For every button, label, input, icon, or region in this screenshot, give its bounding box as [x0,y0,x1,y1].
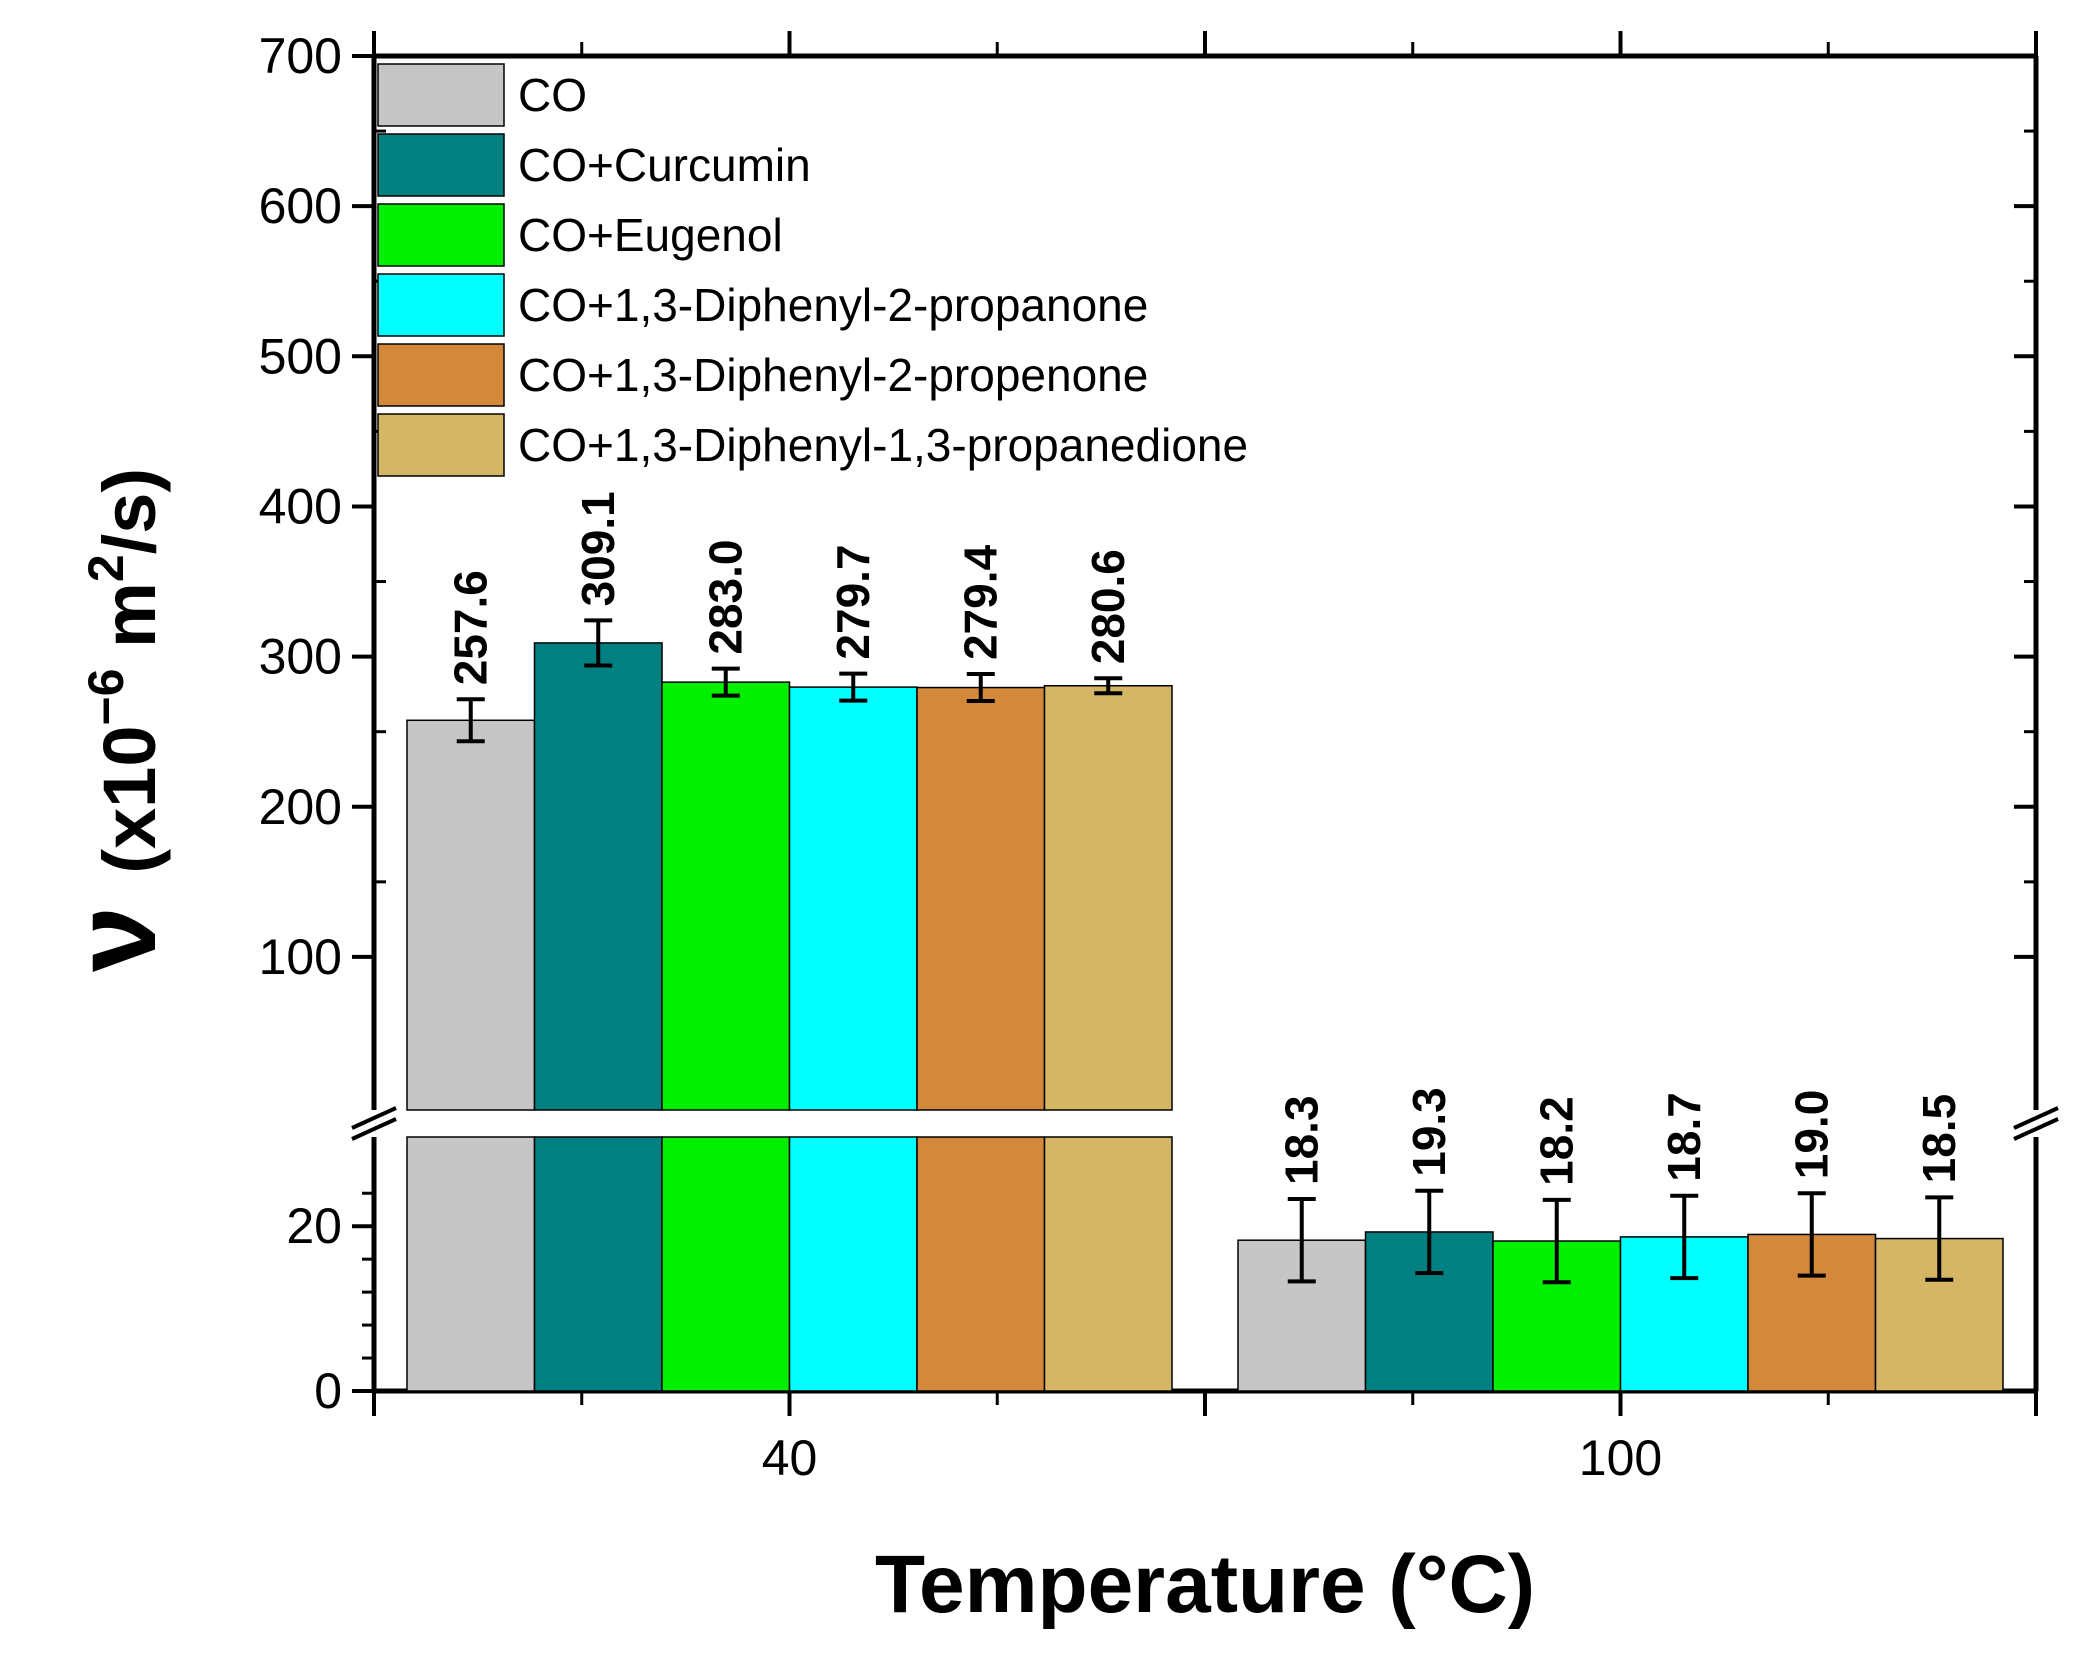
y-tick-label: 200 [259,779,342,835]
y-tick-label: 0 [314,1363,342,1419]
y-tick-label: 100 [259,929,342,985]
data-label: 19.0 [1786,1090,1838,1180]
legend-swatch [377,203,505,267]
data-label: 279.4 [955,545,1007,661]
y-axis-title-part: ν [49,874,181,972]
data-label: 280.6 [1082,549,1134,664]
legend-swatch [377,413,505,477]
axis-break-mark [2013,1106,2059,1130]
data-label: 279.7 [827,544,879,659]
axis-break-gap [354,1112,394,1135]
data-label: 257.6 [445,570,497,685]
bar-upper [916,686,1046,1111]
y-axis-title-part: (x10 [88,726,171,874]
legend-swatch [377,63,505,127]
axis-break-mark [351,1106,397,1130]
y-axis-title-part: /s) [88,468,171,554]
bar-lower [533,1136,663,1392]
bar-lower [661,1136,791,1392]
bar-lower [916,1136,1046,1392]
legend-swatch [377,273,505,337]
data-label: 19.3 [1403,1087,1455,1177]
legend-entry: CO [518,69,587,121]
bar-upper [406,719,536,1111]
bar-upper [533,642,663,1111]
data-label: 18.7 [1658,1092,1710,1182]
bar-lower [788,1136,918,1392]
y-axis-title-part: 2 [78,554,134,582]
legend-entry: CO+1,3-Diphenyl-2-propanone [518,279,1148,331]
x-axis-title: Temperature (°C) [875,1539,1535,1630]
legend-entry: CO+Curcumin [518,139,811,191]
data-label: 18.3 [1276,1095,1328,1185]
bar-lower [406,1136,536,1392]
axis-break-mark [2013,1117,2059,1141]
data-label: 283.0 [700,540,752,655]
y-tick-label: 300 [259,629,342,685]
y-axis-title: ν (x10−6 m2/s) [49,468,181,972]
y-tick-label: 700 [259,28,342,84]
bar-upper [661,681,791,1111]
legend-swatch [377,133,505,197]
data-label: 18.5 [1913,1094,1965,1184]
x-tick-label: 40 [762,1430,818,1486]
y-tick-label: 400 [259,478,342,534]
axis-break-gap [2016,1112,2056,1135]
legend-entry: CO+Eugenol [518,209,783,261]
bar-lower [1043,1136,1173,1392]
x-tick-label: 100 [1579,1430,1662,1486]
legend-entry: CO+1,3-Diphenyl-2-propenone [518,349,1148,401]
y-tick-label: 600 [259,178,342,234]
y-axis-title-part: −6 [78,668,134,725]
axis-break-mark [351,1117,397,1141]
y-tick-label: 500 [259,328,342,384]
data-label: 18.2 [1531,1096,1583,1186]
y-axis-title-part: m [88,582,171,668]
bar-upper [1043,684,1173,1111]
data-label: 309.1 [572,491,624,606]
y-tick-label: 20 [286,1198,342,1254]
bar-upper [788,686,918,1111]
legend-swatch [377,343,505,407]
legend-entry: CO+1,3-Diphenyl-1,3-propanedione [518,419,1248,471]
